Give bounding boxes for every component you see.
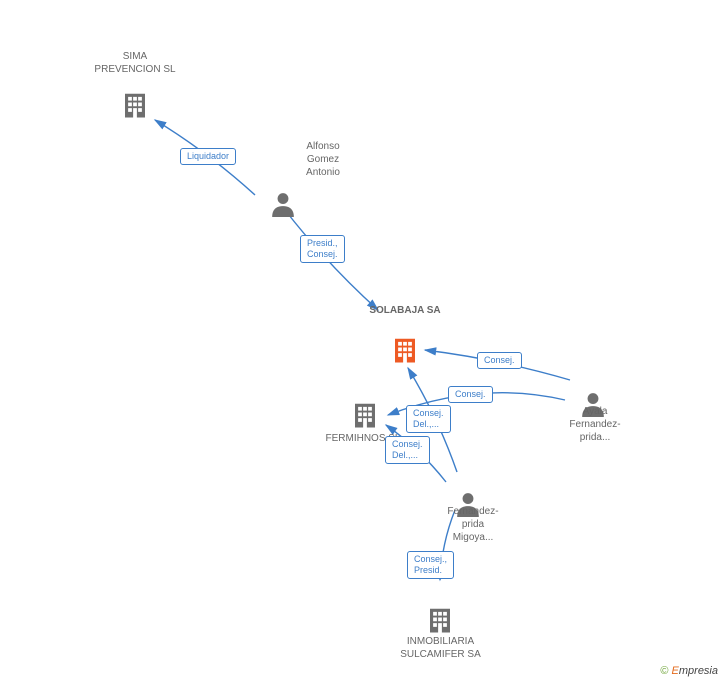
person-icon bbox=[270, 190, 296, 223]
edge-label-alfonso-sima: Liquidador bbox=[180, 148, 236, 165]
node-label-solabaja: SOLABAJA SA bbox=[350, 304, 460, 317]
building-icon bbox=[390, 335, 420, 370]
edge-label-alfonso-solabaja: Presid.,Consej. bbox=[300, 235, 345, 263]
edge-label-fernandez-fermihnos: Consej.Del.,... bbox=[385, 436, 430, 464]
node-label-alfonso: AlfonsoGomezAntonio bbox=[288, 140, 358, 179]
node-label-inmobiliaria: INMOBILIARIASULCAMIFER SA bbox=[388, 635, 493, 661]
edge-label-ayala-solabaja: Consej. bbox=[477, 352, 522, 369]
edge-label-fernandez-solabaja: Consej.Del.,... bbox=[406, 405, 451, 433]
node-label-ayala: AyalaFernandez-prida... bbox=[555, 405, 635, 444]
edge-label-ayala-fermihnos: Consej. bbox=[448, 386, 493, 403]
credit: © Empresia bbox=[660, 665, 718, 677]
building-icon bbox=[120, 90, 150, 125]
building-icon bbox=[350, 400, 380, 435]
copyright-symbol: © bbox=[660, 665, 668, 677]
node-label-sima: SIMAPREVENCION SL bbox=[85, 50, 185, 76]
edges-layer bbox=[0, 0, 728, 685]
credit-text: Empresia bbox=[672, 665, 718, 677]
node-label-fernandez: Fernandez-pridaMigoya... bbox=[433, 505, 513, 544]
edge-label-fernandez-inmobiliaria: Consej.,Presid. bbox=[407, 551, 454, 579]
